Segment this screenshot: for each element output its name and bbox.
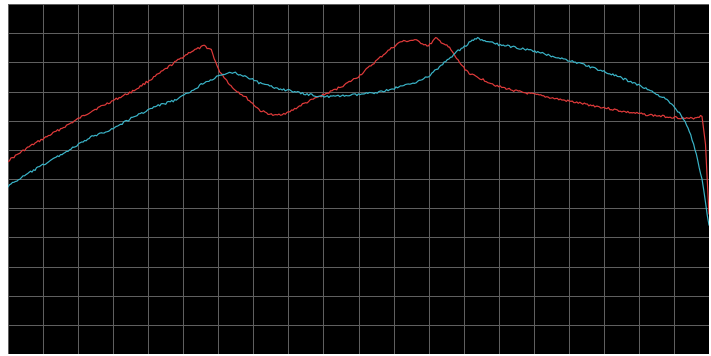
series-line-2 <box>8 36 709 226</box>
series-line-1 <box>8 37 709 215</box>
line-chart <box>8 4 709 354</box>
plot-area <box>8 4 709 354</box>
grid <box>8 4 709 354</box>
series-group <box>8 36 709 226</box>
